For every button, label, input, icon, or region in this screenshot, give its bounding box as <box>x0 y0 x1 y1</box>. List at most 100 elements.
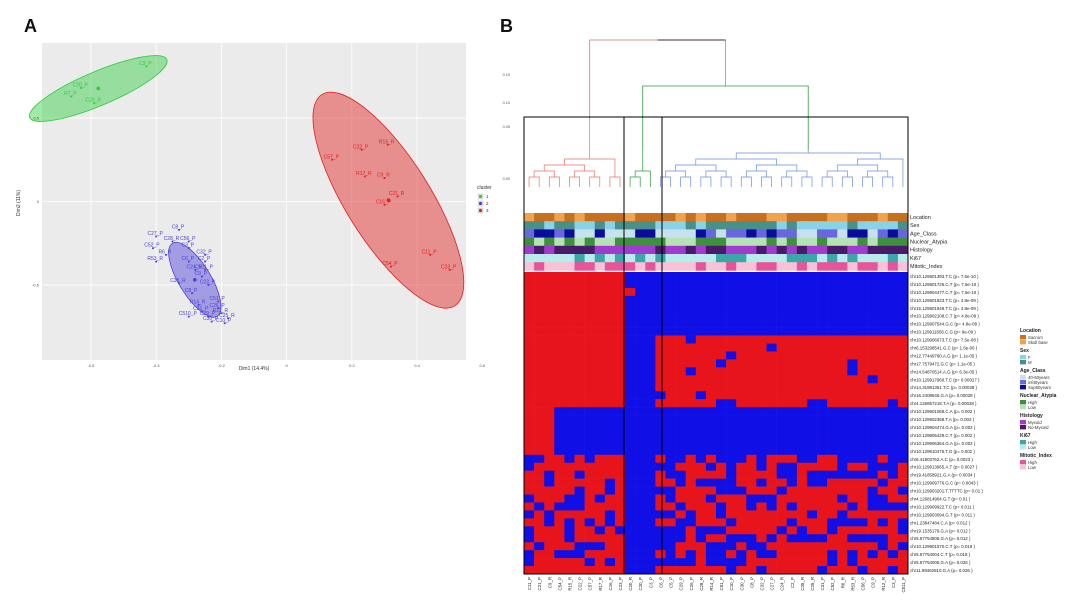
heatmap-cell <box>685 534 697 543</box>
heatmap-cell <box>705 311 717 320</box>
heatmap-cell <box>564 407 575 416</box>
pca-point <box>93 102 96 105</box>
annotation-cell <box>625 245 636 255</box>
heatmap-column-label: C23_P <box>618 577 623 590</box>
heatmap-cell <box>705 470 717 479</box>
annotation-cell <box>867 221 878 230</box>
heatmap-cell <box>716 478 727 487</box>
annotation-cell <box>574 254 585 263</box>
heatmap-cell <box>726 343 737 352</box>
annotation-cell <box>635 221 646 230</box>
annotation-cell <box>837 221 848 230</box>
heatmap-cell <box>524 311 535 320</box>
heatmap-cell <box>867 319 878 328</box>
legend-swatch <box>1020 360 1026 365</box>
heatmap-cell <box>806 510 818 519</box>
heatmap-cell <box>786 303 798 313</box>
heatmap-cell <box>705 486 717 495</box>
heatmap-cell <box>746 303 757 313</box>
heatmap-cell <box>827 430 838 440</box>
annotation-cell <box>625 237 636 247</box>
heatmap-column-label: C52_P <box>830 577 835 590</box>
heatmap-cell <box>604 502 616 511</box>
heatmap-cell <box>736 518 747 527</box>
heatmap-cell <box>867 478 878 487</box>
annotation-cell <box>665 213 676 222</box>
heatmap-cell <box>716 494 727 503</box>
heatmap-cell <box>645 470 656 479</box>
heatmap-cell <box>887 486 899 495</box>
dendrogram-branch <box>629 176 641 187</box>
heatmap-cell <box>544 415 555 424</box>
annotation-cell <box>716 213 727 222</box>
annotation-cell <box>635 237 646 247</box>
annotation-cell <box>625 229 636 238</box>
heatmap-cell <box>726 272 737 281</box>
heatmap-cell <box>817 272 828 281</box>
heatmap-cell <box>584 502 596 511</box>
heatmap-cell <box>887 470 899 479</box>
heatmap-cell <box>604 343 616 352</box>
heatmap-cell <box>675 566 686 575</box>
annotation-cell <box>695 213 707 222</box>
heatmap-cell <box>766 542 777 551</box>
heatmap-cell <box>635 510 646 519</box>
heatmap-cell <box>695 367 707 376</box>
heatmap-cell <box>695 486 707 495</box>
heatmap-cell <box>877 335 889 344</box>
heatmap-cell <box>817 478 828 487</box>
annotation-cell <box>786 229 798 238</box>
heatmap-cell <box>766 478 777 487</box>
annotation-label: Age_Class <box>910 231 937 237</box>
heatmap-cell <box>847 319 858 328</box>
heatmap-cell <box>817 494 828 503</box>
heatmap-cell <box>635 430 646 440</box>
heatmap-cell <box>574 295 585 305</box>
annotation-cell <box>534 262 545 271</box>
pca-point <box>155 260 158 263</box>
heatmap-cell <box>544 446 555 456</box>
dendrogram-branch <box>836 164 879 171</box>
heatmap-cell <box>645 415 656 424</box>
pca-point-label: C10_P <box>216 318 232 324</box>
heatmap-cell <box>817 430 828 440</box>
heatmap-panel: 0.150.100.050.00 LocationSexAge_ClassNuc… <box>503 39 1057 593</box>
heatmap-cell <box>817 399 828 408</box>
heatmap-cell <box>685 279 697 289</box>
heatmap-cell <box>635 295 646 305</box>
heatmap-cell <box>665 446 676 456</box>
heatmap-cell <box>635 423 646 432</box>
heatmap-cell <box>867 550 878 559</box>
heatmap-cell <box>564 558 575 567</box>
dendrogram-branch <box>533 170 555 177</box>
heatmap-cell <box>625 399 636 408</box>
heatmap-cell <box>635 558 646 567</box>
heatmap-cell <box>705 279 717 289</box>
heatmap-cell <box>897 438 909 448</box>
heatmap-cell <box>827 438 838 448</box>
annotation-cell <box>544 262 555 271</box>
heatmap-cell <box>716 415 727 424</box>
heatmap-cell <box>614 399 626 408</box>
heatmap-cell <box>867 327 878 336</box>
pca-legend-dot <box>478 208 483 213</box>
heatmap-cell <box>675 351 686 360</box>
annotation-cell <box>806 245 818 255</box>
annotation-cell <box>877 245 889 255</box>
heatmap-cell <box>534 319 545 328</box>
annotation-cell <box>796 229 808 238</box>
heatmap-cell <box>867 383 878 392</box>
heatmap-cell <box>837 534 848 543</box>
heatmap-cell <box>614 454 626 464</box>
heatmap-cell <box>705 383 717 392</box>
heatmap-cell <box>524 518 535 527</box>
heatmap-column-label: C511_P <box>901 577 906 593</box>
heatmap-cell <box>897 430 909 440</box>
annotation-cell <box>655 221 666 230</box>
heatmap-cell <box>685 526 697 535</box>
heatmap-cell <box>827 415 838 424</box>
annotation-cell <box>584 254 596 263</box>
heatmap-cell <box>716 383 727 392</box>
heatmap-cell <box>524 526 535 535</box>
heatmap-cell <box>594 343 606 352</box>
